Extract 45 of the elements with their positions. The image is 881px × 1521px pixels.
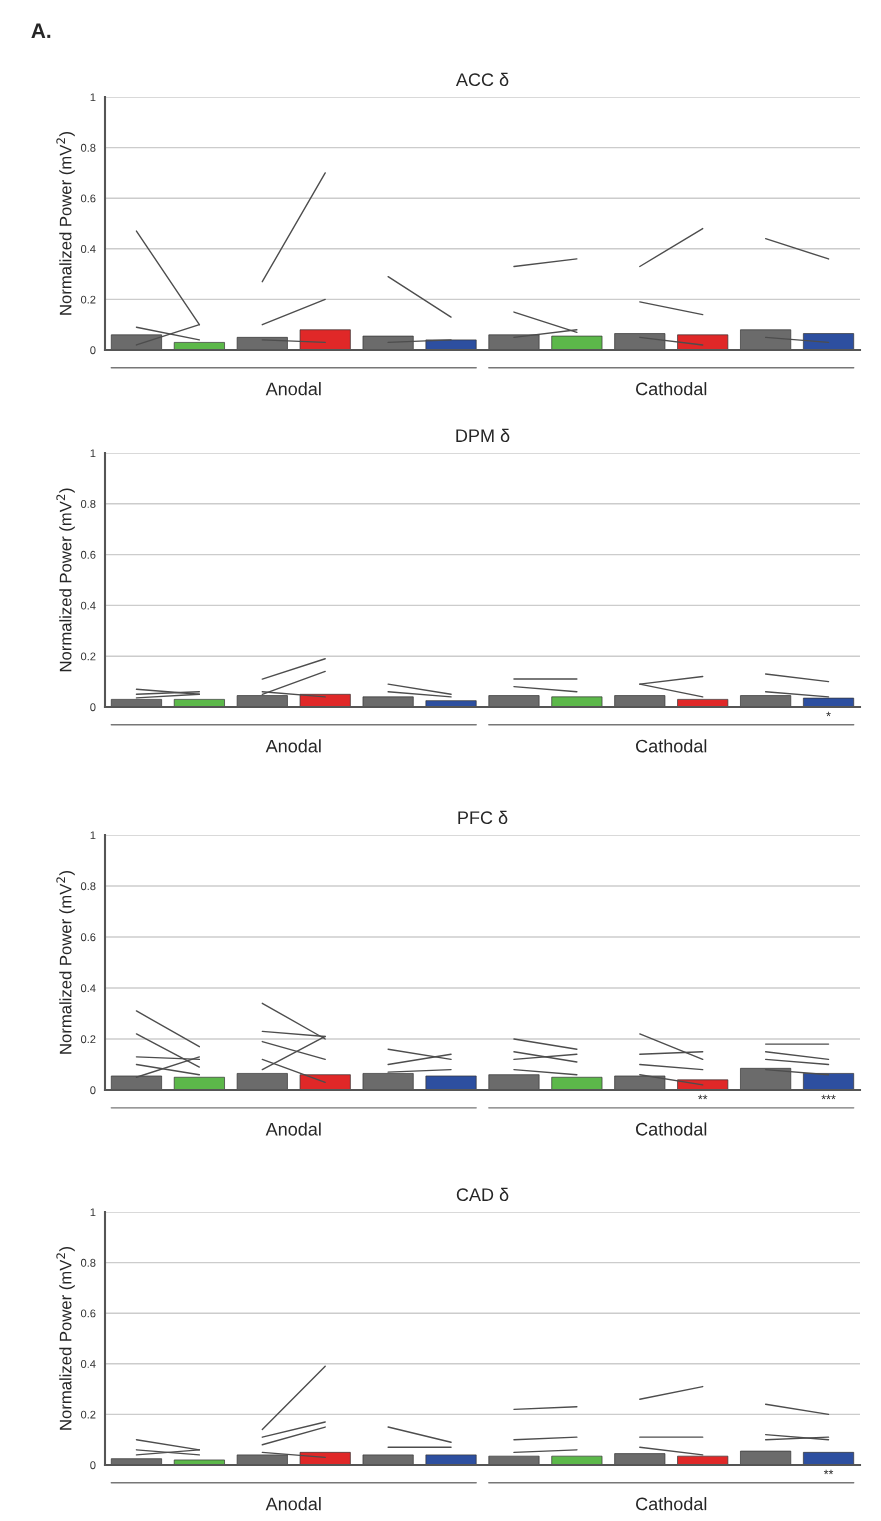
y-tick-label: 0.4: [80, 245, 96, 253]
y-tick-label: 0.4: [80, 984, 96, 993]
text: Anodal: [265, 382, 321, 396]
y-tick-label: 0.8: [80, 143, 96, 152]
y-tick-label: 1: [90, 831, 96, 840]
chart-title: ACC δ: [455, 72, 509, 87]
y-axis-title: Normalized Power (mV$^{2}$): [56, 132, 75, 315]
chart-title: PFC δ: [458, 810, 508, 825]
y-tick-label: 0.2: [80, 295, 96, 304]
y-tick-label: 0.2: [80, 1410, 96, 1419]
text: A.: [31, 23, 51, 38]
y-tick-label: 0.6: [80, 194, 96, 203]
text: **: [823, 1469, 834, 1475]
y-tick-label: 0: [90, 346, 96, 355]
chart-title: CAD δ: [456, 1187, 509, 1202]
y-tick-label: 0.6: [80, 550, 96, 559]
text: Anodal: [265, 1122, 321, 1136]
text: Cathodal: [636, 382, 707, 396]
chart-title: DPM δ: [456, 428, 510, 443]
y-tick-label: 0.8: [80, 882, 96, 891]
text: **: [698, 1094, 708, 1100]
text: Cathodal: [636, 1497, 707, 1511]
y-axis-title: Normalized Power (mV$^{2}$): [56, 871, 75, 1054]
y-tick-label: 1: [90, 449, 96, 458]
y-tick-label: 0.2: [80, 652, 96, 661]
y-tick-label: 1: [90, 93, 96, 102]
y-axis-title: Normalized Power (mV$^{2}$): [56, 1247, 75, 1430]
y-tick-label: 0.2: [80, 1035, 96, 1044]
y-tick-label: 1: [90, 1208, 96, 1217]
y-tick-label: 0.6: [80, 1309, 96, 1318]
y-tick-label: 0: [90, 1086, 96, 1095]
text: ***: [821, 1094, 836, 1100]
text: Cathodal: [636, 1122, 707, 1136]
y-tick-label: 0.4: [80, 601, 96, 610]
text: Cathodal: [636, 739, 707, 753]
y-tick-label: 0.8: [80, 1258, 96, 1267]
y-tick-label: 0: [90, 703, 96, 712]
text: *: [826, 711, 831, 717]
text: Anodal: [265, 1497, 321, 1511]
y-tick-label: 0: [90, 1461, 96, 1470]
y-tick-label: 0.8: [80, 500, 96, 508]
y-axis-title: Normalized Power (mV$^{2}$): [56, 488, 75, 672]
text: Anodal: [265, 739, 321, 753]
y-tick-label: 0.6: [80, 933, 96, 942]
y-tick-label: 0.4: [80, 1360, 96, 1368]
